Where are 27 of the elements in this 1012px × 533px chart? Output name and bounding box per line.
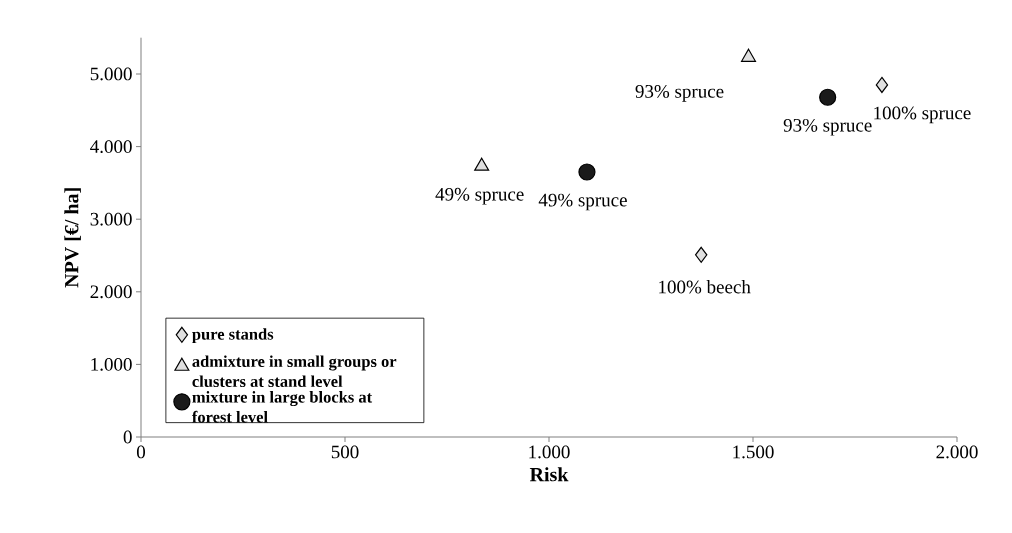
- y-tick-label: 2.000: [90, 285, 132, 299]
- point: [819, 88, 837, 106]
- y-tick-label: 5.000: [90, 67, 132, 81]
- y-tick-label: 1.000: [91, 357, 132, 371]
- point: [694, 246, 708, 263]
- annotation: 100% beech: [659, 280, 751, 294]
- y-tick-label: 3.000: [90, 212, 132, 226]
- annotation: 49% spruce: [435, 187, 524, 205]
- point: [474, 157, 490, 171]
- y-tick-label: 4.000: [90, 140, 132, 154]
- annotation: 100% spruce: [874, 106, 971, 124]
- y-tick-label: 0: [123, 430, 132, 444]
- x-tick-label: 1.000: [529, 445, 570, 459]
- x-tick-label: 1.500: [733, 445, 774, 459]
- x-tick-label: 0: [136, 445, 146, 459]
- point: [740, 48, 757, 62]
- x-tick-label: 500: [331, 445, 359, 459]
- y-axis-title: NPV [€/ ha]: [64, 188, 81, 288]
- legend-label: mixture in large blocks at forest level: [192, 391, 373, 423]
- x-axis-title: Risk: [529, 467, 569, 482]
- annotation: 93% spruce: [635, 84, 724, 102]
- x-tick-label: 2.000: [936, 445, 978, 459]
- annotation: 93% spruce: [783, 118, 872, 136]
- point: [875, 76, 889, 93]
- annotation: 49% spruce: [538, 193, 627, 211]
- legend-label: pure stands: [192, 328, 274, 344]
- point: [578, 163, 596, 181]
